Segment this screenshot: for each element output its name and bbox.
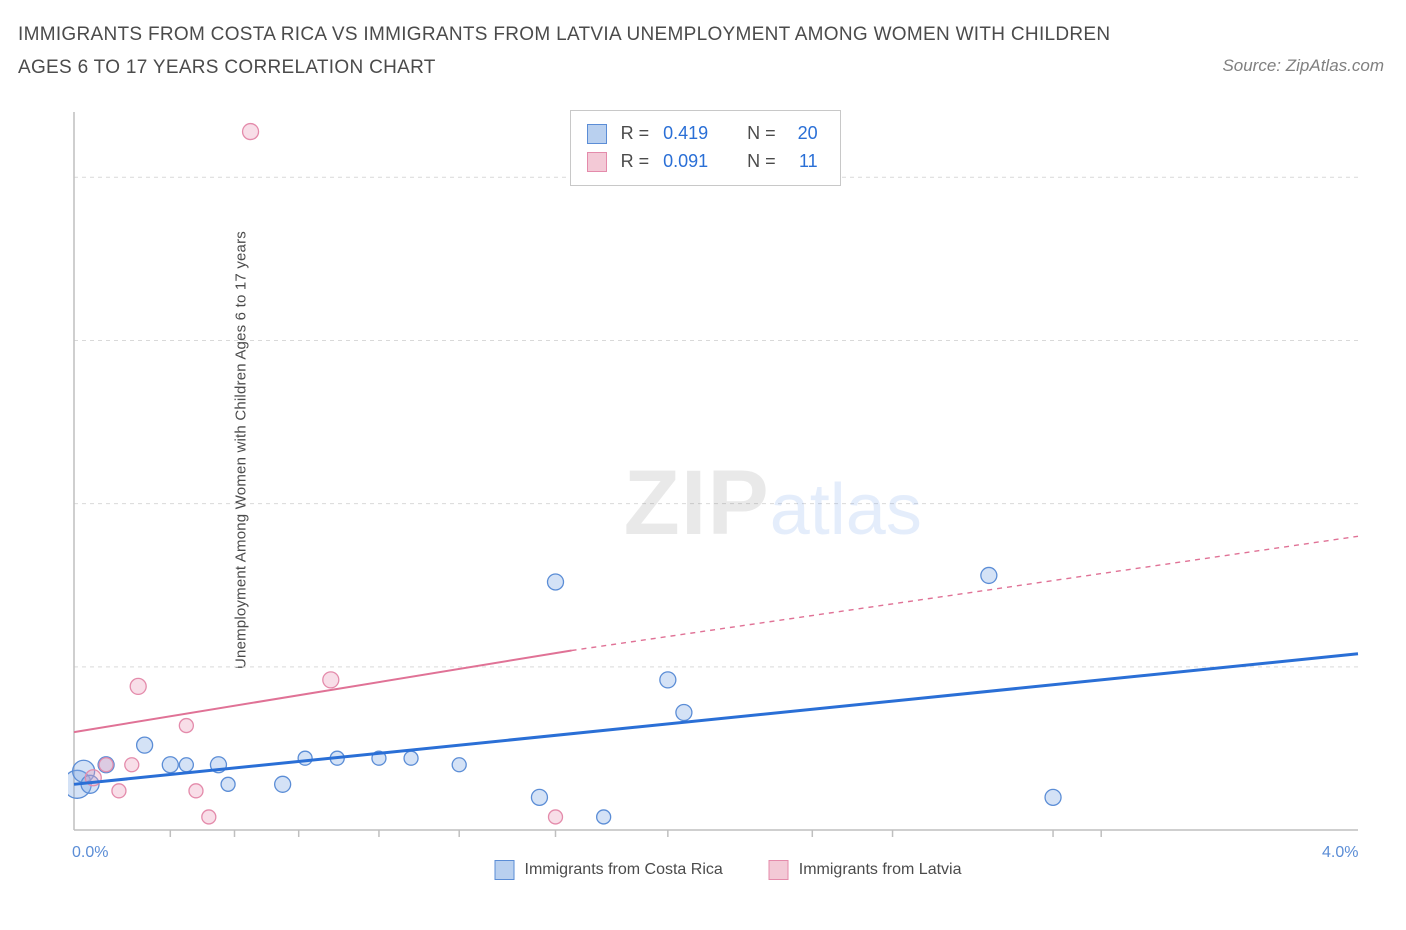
legend-swatch-icon — [587, 152, 607, 172]
plot-area: ZIPatlas R =0.419N =20R =0.091N =11 Immi… — [68, 106, 1388, 876]
chart-title: IMMIGRANTS FROM COSTA RICA VS IMMIGRANTS… — [18, 18, 1138, 85]
correlation-row: R =0.419N =20 — [587, 120, 818, 148]
source-label: Source: ZipAtlas.com — [1222, 56, 1384, 76]
chart-svg — [68, 106, 1388, 876]
x-tick-label: 4.0% — [1322, 844, 1358, 862]
legend-item-costa-rica: Immigrants from Costa Rica — [495, 860, 723, 880]
correlation-legend: R =0.419N =20R =0.091N =11 — [570, 110, 841, 186]
legend-label: Immigrants from Latvia — [799, 861, 962, 879]
legend-item-latvia: Immigrants from Latvia — [769, 860, 962, 880]
correlation-row: R =0.091N =11 — [587, 148, 818, 176]
legend-swatch-icon — [769, 860, 789, 880]
series-legend: Immigrants from Costa Rica Immigrants fr… — [495, 860, 962, 880]
legend-swatch-icon — [587, 124, 607, 144]
title-row: IMMIGRANTS FROM COSTA RICA VS IMMIGRANTS… — [18, 18, 1388, 85]
chart-container: IMMIGRANTS FROM COSTA RICA VS IMMIGRANTS… — [0, 0, 1406, 930]
x-tick-label: 0.0% — [72, 844, 108, 862]
legend-swatch-icon — [495, 860, 515, 880]
legend-label: Immigrants from Costa Rica — [525, 861, 723, 879]
